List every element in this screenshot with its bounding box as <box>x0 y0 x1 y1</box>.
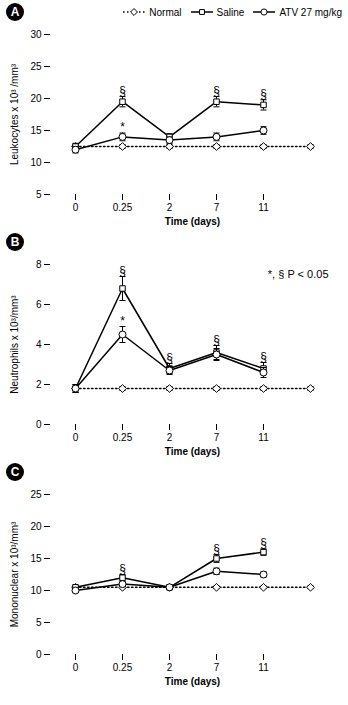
svg-text:Mononuclear x 10³/mm³: Mononuclear x 10³/mm³ <box>9 521 20 627</box>
html-text:B: B <box>10 235 20 249</box>
svg-text:10: 10 <box>30 585 42 596</box>
svg-text:11: 11 <box>258 432 269 443</box>
svg-text:0: 0 <box>73 662 79 673</box>
svg-text:11: 11 <box>258 202 269 213</box>
svg-text:11: 11 <box>258 662 269 673</box>
svg-text:25: 25 <box>30 61 42 72</box>
svg-text:10: 10 <box>30 157 42 168</box>
svg-text:0.25: 0.25 <box>113 662 133 673</box>
svg-text:Time (days): Time (days) <box>165 676 220 687</box>
svg-text:§: § <box>213 84 220 98</box>
html-text:C: C <box>10 465 20 479</box>
html-text:Saline: Saline <box>216 6 245 18</box>
svg-text:§: § <box>119 84 126 98</box>
svg-text:4: 4 <box>36 339 42 350</box>
svg-text:7: 7 <box>214 662 220 673</box>
svg-text:25: 25 <box>30 489 42 500</box>
svg-text:Time (days): Time (days) <box>165 446 220 457</box>
svg-text:0: 0 <box>73 432 79 443</box>
svg-text:30: 30 <box>30 29 42 40</box>
svg-text:5: 5 <box>36 189 42 200</box>
svg-text:15: 15 <box>30 125 42 136</box>
html-text:ATV 27 mg/kg: ATV 27 mg/kg <box>279 6 342 18</box>
svg-text:7: 7 <box>214 202 220 213</box>
svg-text:20: 20 <box>30 93 42 104</box>
svg-text:15: 15 <box>30 553 42 564</box>
svg-text:*: * <box>120 314 125 328</box>
svg-text:0: 0 <box>73 202 79 213</box>
svg-text:0: 0 <box>36 649 42 660</box>
svg-text:§: § <box>213 333 220 347</box>
svg-text:2: 2 <box>36 379 42 390</box>
html-text:A: A <box>10 5 20 19</box>
svg-text:§: § <box>119 562 126 576</box>
svg-text:§: § <box>119 264 126 278</box>
svg-text:*, § P < 0.05: *, § P < 0.05 <box>268 268 329 280</box>
svg-text:*: * <box>120 120 125 134</box>
svg-text:§: § <box>260 350 267 364</box>
svg-text:0.25: 0.25 <box>113 202 133 213</box>
svg-text:§: § <box>260 87 267 101</box>
svg-text:5: 5 <box>36 617 42 628</box>
svg-text:2: 2 <box>167 432 173 443</box>
svg-text:0: 0 <box>36 419 42 430</box>
svg-text:20: 20 <box>30 521 42 532</box>
svg-text:§: § <box>166 351 173 365</box>
svg-text:6: 6 <box>36 299 42 310</box>
html-text:Normal: Normal <box>149 6 182 18</box>
svg-text:2: 2 <box>167 202 173 213</box>
svg-text:Neutrophils x 10³/mm³: Neutrophils x 10³/mm³ <box>9 295 20 394</box>
svg-text:0.25: 0.25 <box>113 432 133 443</box>
svg-text:§: § <box>260 536 267 550</box>
svg-text:Time (days): Time (days) <box>165 216 220 227</box>
svg-text:8: 8 <box>36 259 42 270</box>
svg-text:Leukocytes x 10³ /mm³: Leukocytes x 10³ /mm³ <box>9 63 20 165</box>
svg-text:2: 2 <box>167 662 173 673</box>
svg-text:7: 7 <box>214 432 220 443</box>
svg-text:§: § <box>213 542 220 556</box>
